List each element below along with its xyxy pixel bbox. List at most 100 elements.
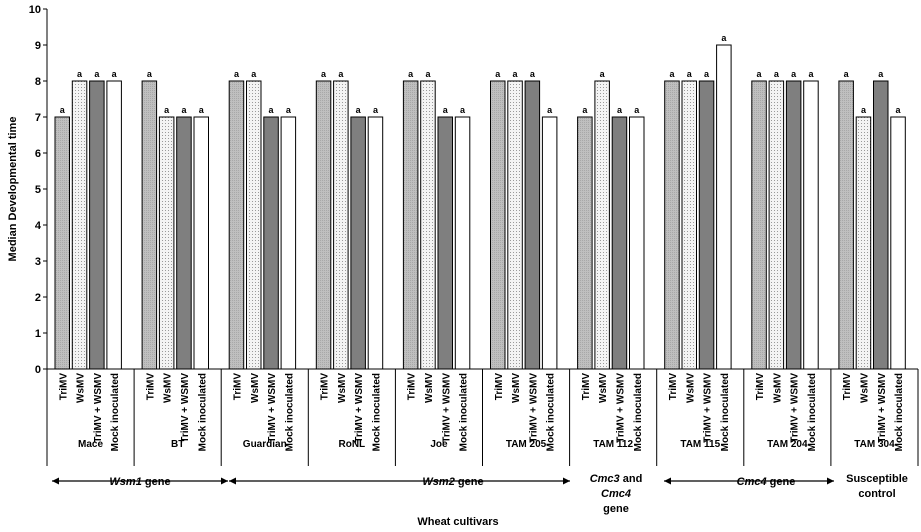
cultivar-label: Guardian [243,439,287,450]
treatment-label: Mock inoculated [894,373,905,451]
bar-tam-115-3 [716,44,732,370]
significance-label: a [495,69,501,79]
cultivar-label: Joe [430,439,448,450]
bar-tam-112-0 [577,116,593,370]
significance-label: a [547,105,553,115]
wsm2-arrow-right-icon [563,477,570,485]
bar-tam-112-1 [594,80,610,370]
significance-label: a [774,69,780,79]
bar-tam-304-3 [890,116,906,370]
bar-tam-204-2 [785,80,802,370]
treatment-label: TriMV [407,373,418,401]
treatment-label: WsMV [337,373,348,403]
cmc3-cmc4-gene-label-line3: gene [603,503,629,515]
significance-label: a [878,69,884,79]
susceptible-control-label-line1: Susceptible [846,473,908,485]
bar-ronl-2 [350,116,366,370]
treatment-label: WsMV [598,373,609,403]
treatment-label: WsMV [859,373,870,403]
bar-tam-304-1 [855,116,872,370]
significance-label: a [147,69,153,79]
treatment-label: WsMV [772,373,783,403]
bar-tam-205-3 [541,116,558,370]
treatment-label: TriMV + WSMV [267,373,278,443]
significance-label: a [112,69,118,79]
bar-bt-0 [141,80,158,370]
bar-tam-115-0 [664,80,680,370]
bar-ronl-0 [315,80,332,370]
wsm2-arrow-left-icon [229,477,236,485]
treatment-label: Mock inoculated [633,373,644,451]
treatment-label: WsMV [685,373,696,403]
gene-annotations: Wsm1 gene Wsm2 gene Cmc3 and Cmc4 gene C… [52,473,908,515]
treatment-label: TriMV + WSMV [703,373,714,443]
significance-label: a [234,69,240,79]
y-tick-label: 3 [35,256,41,268]
treatment-label: Mock inoculated [807,373,818,451]
bar-joe-3 [454,116,471,370]
wsm2-gene-label: Wsm2 gene [422,476,483,488]
significance-label: a [600,69,606,79]
cultivar-label: Mace [78,439,103,450]
treatment-label: TriMV + WSMV [877,373,888,443]
cultivar-label: TAM 304 [854,439,895,450]
bar-mace-2 [89,80,105,370]
treatment-label: WsMV [424,373,435,403]
bar-ronl-1 [333,80,349,370]
treatment-label: WsMV [76,373,87,403]
susceptible-control-label-line2: control [858,488,895,500]
treatment-label: TriMV [58,373,69,401]
bar-tam-115-1 [681,80,697,370]
significance-label: a [530,69,536,79]
wsm1-arrow-left-icon [52,477,59,485]
significance-label: a [861,105,867,115]
significance-label: a [251,69,257,79]
cultivar-label: TAM 112 [593,439,633,450]
bar-joe-2 [437,116,453,370]
significance-label: a [896,105,902,115]
cmc4-gene-label: Cmc4 gene [737,476,796,488]
treatment-label: Mock inoculated [546,373,557,451]
cmc3-cmc4-gene-label-line1: Cmc3 and [590,473,643,485]
significance-label: a [181,105,187,115]
treatment-label: WsMV [511,373,522,403]
bar-bt-1 [158,116,175,370]
treatment-label: TriMV + WSMV [615,373,626,443]
treatment-label: TriMV + WSMV [180,373,191,443]
bar-tam-204-1 [768,80,785,370]
significance-label: a [757,69,763,79]
treatment-label: Mock inoculated [110,373,121,451]
significance-label: a [408,69,414,79]
treatment-label: WsMV [163,373,174,403]
cultivar-label: TAM 204 [767,439,808,450]
bar-joe-1 [420,80,436,370]
bar-tam-112-2 [611,116,628,370]
treatment-label: TriMV [668,373,679,401]
bar-tam-205-0 [490,80,506,370]
x-axis-title: Wheat cultivars [417,516,498,528]
significance-label: a [321,69,327,79]
bar-mace-0 [54,116,70,370]
treatment-label: TriMV + WSMV [441,373,452,443]
bar-guardian-1 [246,80,262,370]
significance-label: a [60,105,66,115]
bar-tam-204-0 [751,80,767,370]
significance-label: a [582,105,588,115]
treatment-label: TriMV [842,373,853,401]
significance-label: a [94,69,100,79]
significance-label: a [791,69,797,79]
treatment-label: TriMV + WSMV [93,373,104,443]
bar-joe-0 [402,80,419,370]
significance-label: a [199,105,205,115]
significance-label: a [77,69,83,79]
cultivar-label: TAM 115 [680,439,720,450]
y-tick-label: 9 [35,40,41,52]
y-tick-label: 2 [35,292,41,304]
significance-label: a [704,69,710,79]
treatment-label: TriMV [494,373,505,401]
significance-label: a [513,69,519,79]
cultivar-label: BT [171,439,184,450]
significance-label: a [721,33,727,43]
treatment-label: WsMV [250,373,261,403]
